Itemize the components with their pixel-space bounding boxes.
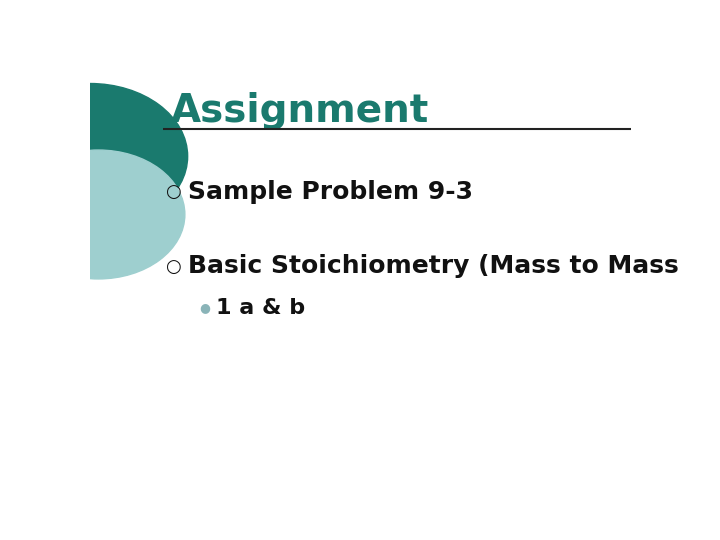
Text: ○: ○ xyxy=(165,258,181,275)
Text: Basic Stoichiometry (Mass to Mass: Basic Stoichiometry (Mass to Mass xyxy=(188,254,678,279)
Text: Assignment: Assignment xyxy=(171,92,429,130)
Text: 1 a & b: 1 a & b xyxy=(215,298,305,318)
Text: Sample Problem 9-3: Sample Problem 9-3 xyxy=(188,180,472,204)
Circle shape xyxy=(0,84,188,229)
Text: ●: ● xyxy=(199,301,210,314)
Text: ○: ○ xyxy=(165,183,181,201)
Circle shape xyxy=(12,150,185,279)
